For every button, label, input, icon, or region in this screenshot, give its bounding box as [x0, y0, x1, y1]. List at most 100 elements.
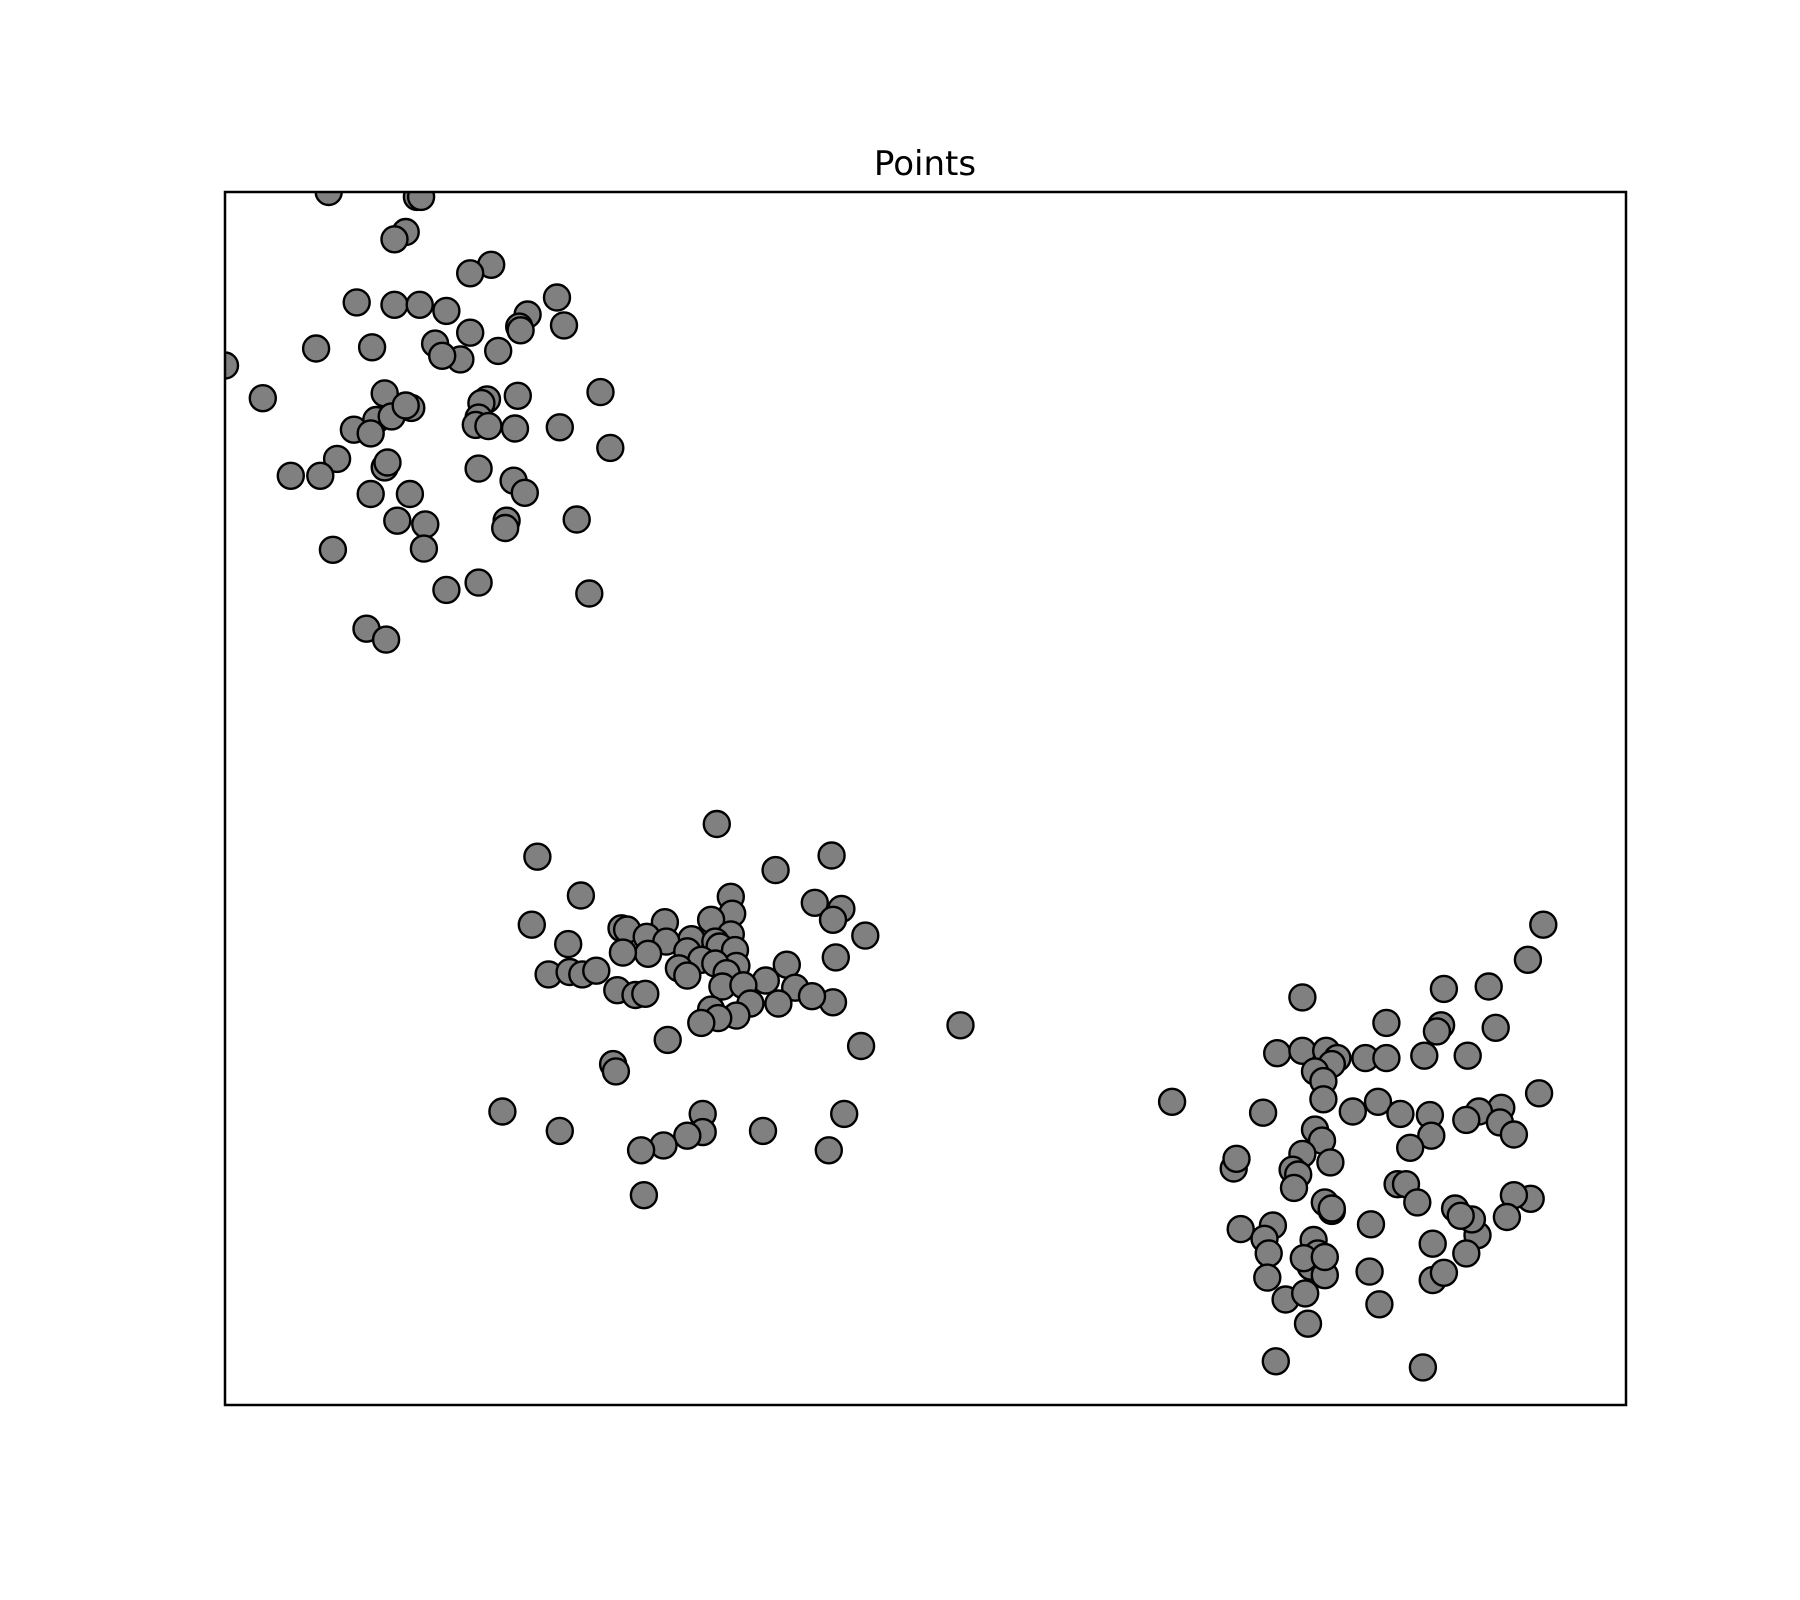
scatter-point — [428, 341, 457, 370]
scatter-point — [545, 1116, 574, 1146]
scatter-point — [554, 929, 583, 959]
scatter-point — [318, 535, 348, 564]
scatter-point — [301, 334, 331, 363]
scatter-point — [1492, 1202, 1522, 1232]
scatter-point — [1410, 1041, 1439, 1070]
scatter-point — [225, 351, 240, 380]
scatter-point — [1422, 1017, 1452, 1046]
scatter-point — [1372, 1008, 1401, 1038]
scatter-point — [673, 1121, 702, 1150]
scatter-point — [1262, 1038, 1292, 1068]
scatter-point — [1363, 1087, 1393, 1117]
scatter-point — [800, 888, 829, 917]
scatter-point — [687, 1008, 716, 1038]
scatter-point — [1529, 910, 1558, 939]
scatter-point — [629, 1180, 659, 1210]
scatter-point — [566, 881, 596, 910]
scatter-point — [1524, 1079, 1554, 1108]
scatter-point — [380, 225, 409, 254]
scatter-point — [391, 391, 420, 420]
scatter-point — [1248, 1098, 1278, 1127]
scatter-point — [1288, 983, 1317, 1012]
scatter-point — [1261, 1347, 1291, 1376]
scatter-point — [383, 506, 412, 535]
scatter-point — [814, 1136, 843, 1165]
scatter-point — [1222, 1144, 1251, 1174]
scatter-point — [846, 1031, 876, 1061]
scatter-point — [562, 505, 591, 534]
scatter-point — [409, 534, 439, 563]
plot-frame — [223, 190, 1628, 1407]
scatter-point — [1452, 1239, 1481, 1268]
scatter-point — [673, 961, 702, 990]
scatter-point — [380, 290, 409, 319]
scatter-point — [626, 1136, 656, 1165]
scatter-point — [1317, 1194, 1347, 1223]
scatter-point — [342, 288, 371, 317]
scatter-point — [1403, 1188, 1432, 1217]
scatter-point — [1310, 1242, 1340, 1272]
scatter-point — [1446, 1201, 1475, 1231]
scatter-point — [464, 454, 493, 483]
scatter-point — [764, 989, 793, 1018]
scatter-point — [322, 444, 352, 474]
scatter-point — [653, 1025, 682, 1055]
scatter-point — [517, 910, 546, 939]
scatter-point — [1452, 1105, 1481, 1135]
scatter-point — [1316, 1148, 1345, 1177]
scatter-point — [456, 259, 485, 288]
points-layer — [225, 192, 1558, 1382]
scatter-point — [1157, 1087, 1187, 1117]
scatter-point — [748, 1116, 778, 1146]
scatter-point — [506, 316, 535, 345]
scatter-point — [797, 982, 827, 1011]
scatter-point — [395, 479, 425, 509]
scatter-point — [542, 283, 572, 312]
scatter-point — [851, 921, 880, 950]
scatter-point — [1365, 1290, 1394, 1319]
scatter-point — [702, 809, 731, 839]
scatter-point — [818, 905, 848, 934]
scatter-point — [523, 842, 552, 871]
scatter-point — [1453, 1041, 1482, 1070]
scatter-point — [1356, 1210, 1386, 1239]
scatter-point — [510, 478, 539, 507]
scatter-point — [1474, 972, 1503, 1001]
scatter-point — [830, 1099, 859, 1129]
scatter-point — [575, 579, 604, 608]
scatter-point — [549, 311, 579, 340]
scatter-point — [817, 841, 846, 870]
scatter-point — [373, 448, 402, 477]
scatter-point — [405, 290, 434, 319]
scatter-point — [356, 419, 385, 448]
scatter-point — [1279, 1173, 1309, 1203]
scatter-point — [761, 855, 790, 885]
scatter-point — [1309, 1085, 1338, 1114]
scatter-point — [582, 956, 611, 985]
scatter-point — [357, 333, 387, 362]
scatter-point — [1418, 1229, 1447, 1258]
scatter-point — [1355, 1257, 1384, 1286]
scatter-point — [406, 192, 436, 212]
scatter-point — [474, 411, 503, 441]
scatter-point — [1513, 945, 1543, 974]
scatter-point — [946, 1011, 975, 1040]
scatter-point — [1386, 1099, 1415, 1129]
scatter-point — [1253, 1263, 1282, 1292]
scatter-point — [1293, 1309, 1323, 1338]
scatter-point — [1226, 1214, 1255, 1244]
scatter-point — [1408, 1353, 1438, 1382]
scatter-point — [356, 479, 385, 509]
scatter-point — [1499, 1120, 1529, 1149]
scatter-point — [1338, 1097, 1368, 1126]
scatter-point — [1429, 974, 1459, 1004]
scatter-point — [1372, 1043, 1401, 1073]
scatter-point — [488, 1097, 517, 1126]
scatter-point — [456, 318, 485, 347]
scatter-point — [314, 192, 343, 207]
scatter-point — [432, 296, 461, 326]
scatter-point — [464, 568, 493, 597]
scatter-point — [500, 414, 530, 443]
scatter-point — [586, 377, 615, 407]
